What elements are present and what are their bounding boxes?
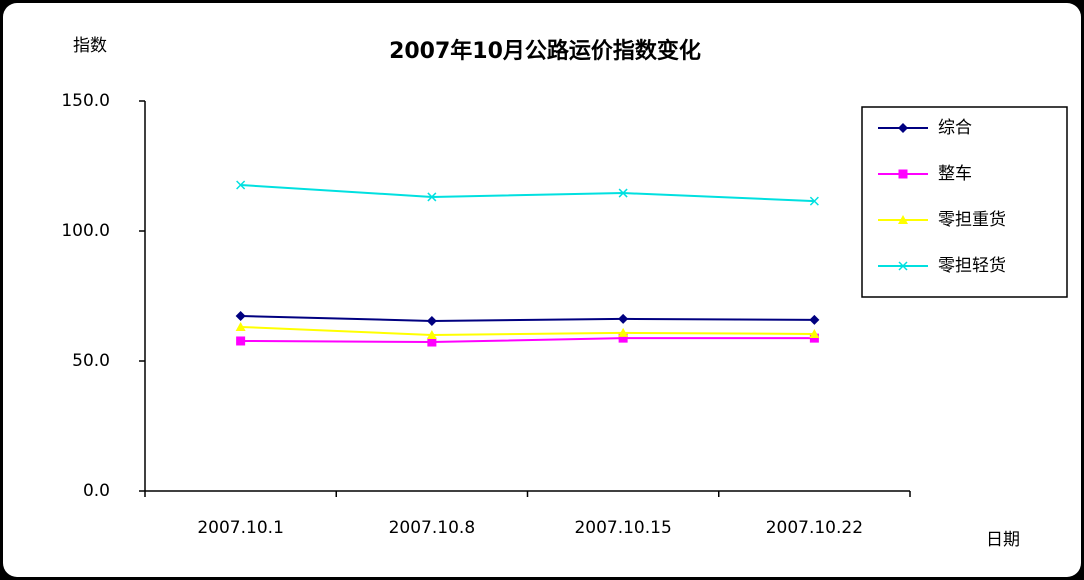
legend-label: 零担轻货 [938,256,1006,276]
x-tick-label: 2007.10.1 [197,518,284,538]
legend-label: 零担重货 [938,210,1006,230]
marker [898,261,908,271]
marker [809,196,819,206]
series-line [240,325,815,337]
marker [236,180,246,190]
x-tick-label: 2007.10.8 [389,518,476,538]
y-tick-label: 150.0 [61,91,110,111]
series-line [240,315,815,322]
y-tick-label: 50.0 [72,351,110,371]
marker [898,215,908,224]
x-tick-label: 2007.10.22 [766,518,863,538]
marker [618,313,629,324]
marker [809,333,819,343]
marker [898,169,908,179]
marker [235,321,246,331]
x-tick-label: 2007.10.15 [574,518,671,538]
marker [809,314,820,325]
series-line [240,337,815,344]
legend-label: 综合 [938,118,972,138]
marker [426,330,437,339]
y-tick-label: 0.0 [83,481,110,501]
chart-title: 2007年10月公路运价指数变化 [389,38,701,64]
marker [618,327,629,337]
marker [427,192,437,202]
chart-panel [3,3,1081,577]
marker [618,333,628,343]
marker [618,188,628,198]
y-tick-label: 100.0 [61,221,110,241]
y-axis-label: 指数 [73,36,107,56]
x-axis-label: 日期 [986,530,1020,550]
series-line [240,183,815,203]
marker [427,337,437,347]
marker [235,311,246,322]
marker [426,315,437,326]
marker [236,336,246,346]
marker [809,328,820,338]
marker [898,123,908,133]
legend-label: 整车 [938,164,972,184]
